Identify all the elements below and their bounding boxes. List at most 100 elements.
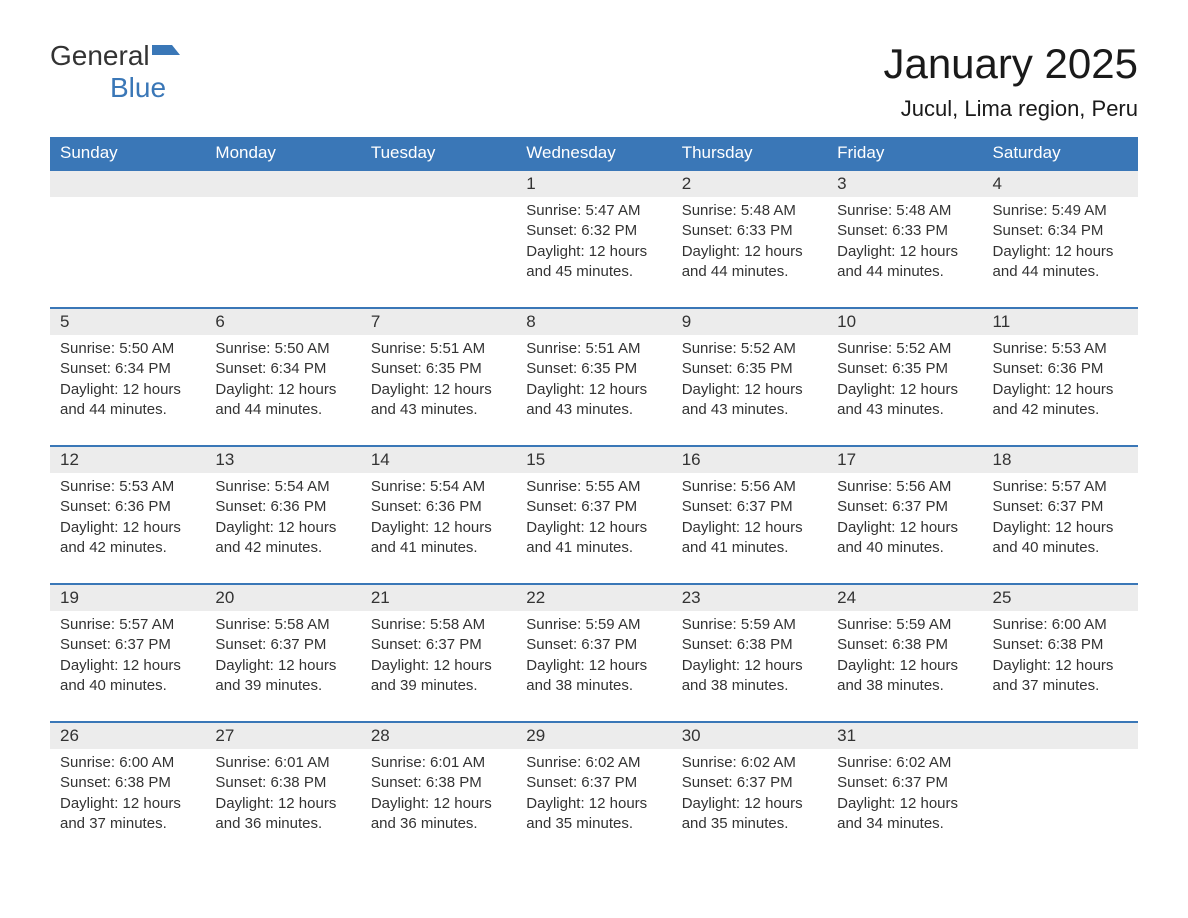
daylight-text: Daylight: 12 hours and 38 minutes. xyxy=(837,656,972,697)
sunrise-text: Sunrise: 5:47 AM xyxy=(526,201,661,221)
day-number: 10 xyxy=(827,309,982,335)
day-content: Sunrise: 5:57 AMSunset: 6:37 PMDaylight:… xyxy=(50,611,205,721)
daylight-text: Daylight: 12 hours and 45 minutes. xyxy=(526,242,661,283)
day-number: 6 xyxy=(205,309,360,335)
day-content: Sunrise: 5:58 AMSunset: 6:37 PMDaylight:… xyxy=(205,611,360,721)
calendar-day: 10Sunrise: 5:52 AMSunset: 6:35 PMDayligh… xyxy=(827,308,982,446)
day-content: Sunrise: 5:51 AMSunset: 6:35 PMDaylight:… xyxy=(516,335,671,445)
sunrise-text: Sunrise: 6:02 AM xyxy=(682,753,817,773)
day-number: 11 xyxy=(983,309,1138,335)
calendar-week: 1Sunrise: 5:47 AMSunset: 6:32 PMDaylight… xyxy=(50,170,1138,308)
calendar-day: 13Sunrise: 5:54 AMSunset: 6:36 PMDayligh… xyxy=(205,446,360,584)
day-number: 2 xyxy=(672,171,827,197)
day-number: 18 xyxy=(983,447,1138,473)
day-content: Sunrise: 6:01 AMSunset: 6:38 PMDaylight:… xyxy=(361,749,516,859)
daylight-text: Daylight: 12 hours and 43 minutes. xyxy=(371,380,506,421)
logo-text-blue: Blue xyxy=(110,72,166,103)
day-header: Monday xyxy=(205,137,360,170)
daylight-text: Daylight: 12 hours and 43 minutes. xyxy=(526,380,661,421)
daylight-text: Daylight: 12 hours and 40 minutes. xyxy=(993,518,1128,559)
day-content: Sunrise: 5:48 AMSunset: 6:33 PMDaylight:… xyxy=(827,197,982,307)
sunrise-text: Sunrise: 5:54 AM xyxy=(215,477,350,497)
day-content: Sunrise: 5:54 AMSunset: 6:36 PMDaylight:… xyxy=(205,473,360,583)
day-content: Sunrise: 5:50 AMSunset: 6:34 PMDaylight:… xyxy=(50,335,205,445)
day-content: Sunrise: 5:52 AMSunset: 6:35 PMDaylight:… xyxy=(827,335,982,445)
daylight-text: Daylight: 12 hours and 44 minutes. xyxy=(837,242,972,283)
sunrise-text: Sunrise: 5:48 AM xyxy=(682,201,817,221)
day-content: Sunrise: 6:00 AMSunset: 6:38 PMDaylight:… xyxy=(983,611,1138,721)
calendar-week: 26Sunrise: 6:00 AMSunset: 6:38 PMDayligh… xyxy=(50,722,1138,859)
day-number: 13 xyxy=(205,447,360,473)
day-number xyxy=(205,171,360,197)
calendar-day: 14Sunrise: 5:54 AMSunset: 6:36 PMDayligh… xyxy=(361,446,516,584)
day-content: Sunrise: 5:57 AMSunset: 6:37 PMDaylight:… xyxy=(983,473,1138,583)
daylight-text: Daylight: 12 hours and 39 minutes. xyxy=(215,656,350,697)
day-content xyxy=(361,197,516,307)
calendar-week: 5Sunrise: 5:50 AMSunset: 6:34 PMDaylight… xyxy=(50,308,1138,446)
day-number: 30 xyxy=(672,723,827,749)
daylight-text: Daylight: 12 hours and 42 minutes. xyxy=(993,380,1128,421)
day-number: 23 xyxy=(672,585,827,611)
sunrise-text: Sunrise: 5:50 AM xyxy=(215,339,350,359)
sunset-text: Sunset: 6:34 PM xyxy=(60,359,195,379)
daylight-text: Daylight: 12 hours and 42 minutes. xyxy=(60,518,195,559)
day-content: Sunrise: 5:48 AMSunset: 6:33 PMDaylight:… xyxy=(672,197,827,307)
calendar-day: 20Sunrise: 5:58 AMSunset: 6:37 PMDayligh… xyxy=(205,584,360,722)
day-header: Thursday xyxy=(672,137,827,170)
logo: General Blue xyxy=(50,40,180,104)
sunset-text: Sunset: 6:37 PM xyxy=(526,773,661,793)
calendar-day xyxy=(983,722,1138,859)
day-number: 28 xyxy=(361,723,516,749)
sunset-text: Sunset: 6:37 PM xyxy=(837,497,972,517)
calendar-day: 5Sunrise: 5:50 AMSunset: 6:34 PMDaylight… xyxy=(50,308,205,446)
sunset-text: Sunset: 6:35 PM xyxy=(371,359,506,379)
day-number: 3 xyxy=(827,171,982,197)
day-content: Sunrise: 5:54 AMSunset: 6:36 PMDaylight:… xyxy=(361,473,516,583)
calendar-day xyxy=(50,170,205,308)
calendar-day: 7Sunrise: 5:51 AMSunset: 6:35 PMDaylight… xyxy=(361,308,516,446)
sunset-text: Sunset: 6:33 PM xyxy=(682,221,817,241)
daylight-text: Daylight: 12 hours and 40 minutes. xyxy=(837,518,972,559)
logo-text-wrap: General Blue xyxy=(50,40,180,104)
daylight-text: Daylight: 12 hours and 43 minutes. xyxy=(837,380,972,421)
day-number: 25 xyxy=(983,585,1138,611)
day-content: Sunrise: 5:51 AMSunset: 6:35 PMDaylight:… xyxy=(361,335,516,445)
calendar-day: 16Sunrise: 5:56 AMSunset: 6:37 PMDayligh… xyxy=(672,446,827,584)
sunset-text: Sunset: 6:38 PM xyxy=(837,635,972,655)
sunrise-text: Sunrise: 5:58 AM xyxy=(215,615,350,635)
daylight-text: Daylight: 12 hours and 41 minutes. xyxy=(682,518,817,559)
sunrise-text: Sunrise: 5:51 AM xyxy=(371,339,506,359)
location: Jucul, Lima region, Peru xyxy=(883,96,1138,122)
daylight-text: Daylight: 12 hours and 37 minutes. xyxy=(993,656,1128,697)
sunrise-text: Sunrise: 5:51 AM xyxy=(526,339,661,359)
sunset-text: Sunset: 6:38 PM xyxy=(993,635,1128,655)
calendar-day: 9Sunrise: 5:52 AMSunset: 6:35 PMDaylight… xyxy=(672,308,827,446)
day-content: Sunrise: 5:58 AMSunset: 6:37 PMDaylight:… xyxy=(361,611,516,721)
sunrise-text: Sunrise: 6:02 AM xyxy=(837,753,972,773)
day-content: Sunrise: 5:59 AMSunset: 6:38 PMDaylight:… xyxy=(827,611,982,721)
sunset-text: Sunset: 6:37 PM xyxy=(682,497,817,517)
sunrise-text: Sunrise: 5:50 AM xyxy=(60,339,195,359)
sunset-text: Sunset: 6:37 PM xyxy=(682,773,817,793)
sunrise-text: Sunrise: 5:48 AM xyxy=(837,201,972,221)
day-number: 14 xyxy=(361,447,516,473)
day-content: Sunrise: 5:59 AMSunset: 6:37 PMDaylight:… xyxy=(516,611,671,721)
day-header: Wednesday xyxy=(516,137,671,170)
sunrise-text: Sunrise: 6:00 AM xyxy=(60,753,195,773)
sunset-text: Sunset: 6:36 PM xyxy=(993,359,1128,379)
calendar-day: 11Sunrise: 5:53 AMSunset: 6:36 PMDayligh… xyxy=(983,308,1138,446)
calendar-day: 8Sunrise: 5:51 AMSunset: 6:35 PMDaylight… xyxy=(516,308,671,446)
sunrise-text: Sunrise: 5:57 AM xyxy=(993,477,1128,497)
sunset-text: Sunset: 6:36 PM xyxy=(60,497,195,517)
calendar-day: 4Sunrise: 5:49 AMSunset: 6:34 PMDaylight… xyxy=(983,170,1138,308)
daylight-text: Daylight: 12 hours and 44 minutes. xyxy=(215,380,350,421)
month-title: January 2025 xyxy=(883,40,1138,88)
daylight-text: Daylight: 12 hours and 41 minutes. xyxy=(526,518,661,559)
daylight-text: Daylight: 12 hours and 37 minutes. xyxy=(60,794,195,835)
calendar-day: 27Sunrise: 6:01 AMSunset: 6:38 PMDayligh… xyxy=(205,722,360,859)
calendar-day: 19Sunrise: 5:57 AMSunset: 6:37 PMDayligh… xyxy=(50,584,205,722)
day-header: Saturday xyxy=(983,137,1138,170)
sunrise-text: Sunrise: 5:58 AM xyxy=(371,615,506,635)
daylight-text: Daylight: 12 hours and 36 minutes. xyxy=(371,794,506,835)
sunrise-text: Sunrise: 6:01 AM xyxy=(371,753,506,773)
